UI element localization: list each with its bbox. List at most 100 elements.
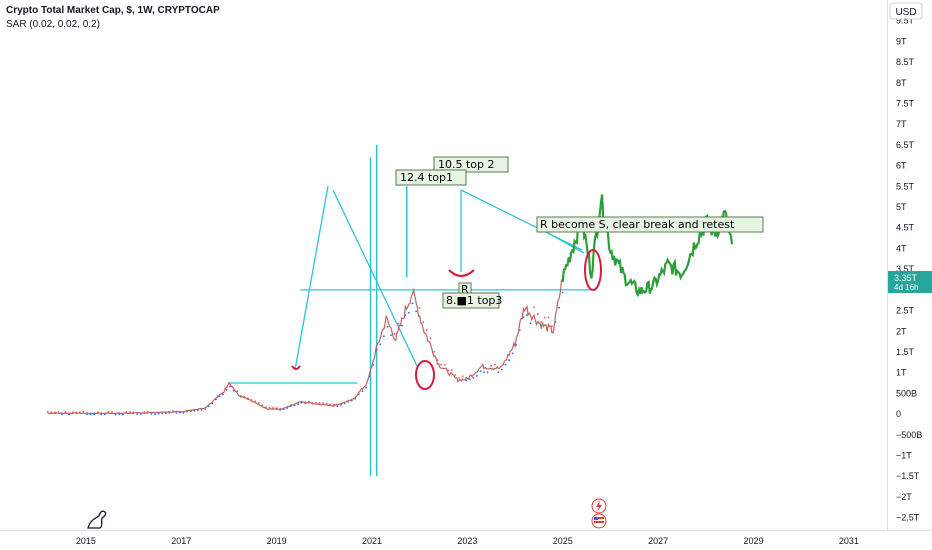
sar-dot: [390, 334, 392, 336]
sar-dot: [325, 402, 328, 405]
sar-dot: [322, 402, 324, 404]
sar-dot: [383, 335, 385, 338]
dinosaur-logo-icon: [87, 510, 107, 529]
trend-drawings[interactable]: [228, 144, 597, 477]
price-tick-label: 500B: [896, 388, 917, 398]
sar-dot: [329, 403, 332, 406]
sar-dot: [558, 306, 560, 309]
trend-line[interactable]: [332, 189, 419, 369]
sar-dot: [461, 375, 464, 378]
sar-dot: [107, 411, 110, 413]
lightning-event-icon[interactable]: [591, 498, 607, 514]
price-tick-label: −1.5T: [896, 471, 920, 481]
sar-dot: [508, 359, 510, 362]
sar-dot: [340, 404, 342, 406]
projected-price-line: [561, 194, 734, 298]
sar-dot: [68, 413, 70, 416]
sar-dot: [454, 374, 457, 376]
sar-dot: [175, 412, 178, 414]
price-tick-label: 1T: [896, 368, 907, 378]
price-tick-label: 9.5T: [896, 16, 915, 26]
sar-dot: [497, 371, 500, 373]
sar-dot: [136, 413, 139, 415]
trend-line[interactable]: [294, 185, 329, 371]
red-markers: [291, 249, 602, 390]
price-tick-label: 2T: [896, 326, 907, 336]
note-r-break-text: R become S, clear break and retest: [540, 218, 735, 231]
time-tick-label: 2017: [171, 536, 191, 546]
sar-dot: [50, 411, 53, 414]
time-axis[interactable]: 2015 2017 2019 2021 2023 2025 2027 2029 2031: [76, 536, 859, 546]
note-top3[interactable]: 8.■1 top3: [442, 292, 502, 309]
price-tick-label: 6.5T: [896, 140, 915, 150]
sar-dot: [318, 402, 321, 405]
time-tick-label: 2021: [362, 536, 382, 546]
sar-dot: [479, 370, 482, 372]
price-tick-label: 4.5T: [896, 223, 915, 233]
historical-up-candles: [47, 279, 563, 414]
price-tick-label: 0: [896, 409, 901, 419]
price-tick-label: 4T: [896, 243, 907, 253]
sar-dot: [225, 388, 228, 391]
note-top1[interactable]: 12.4 top1: [395, 169, 467, 186]
sar-dot: [104, 413, 106, 416]
sar-dot: [386, 325, 389, 328]
sar-dot: [57, 411, 60, 413]
sar-dot: [336, 405, 339, 408]
time-tick-label: 2029: [743, 536, 763, 546]
chart-legend: Crypto Total Market Cap, $, 1W, CRYPTOCA…: [6, 4, 220, 32]
sar-dot: [400, 324, 403, 327]
sar-dot: [433, 350, 435, 353]
note-r-break[interactable]: R become S, clear break and retest: [536, 216, 764, 233]
sar-dot: [125, 411, 128, 413]
us-flag-event-icon[interactable]: [591, 513, 607, 529]
sar-dot: [64, 411, 67, 414]
top-smile-mark: [448, 269, 475, 278]
sar-dot: [397, 322, 400, 325]
sar-dot: [154, 413, 156, 415]
sar-dot: [182, 411, 185, 414]
sar-dot: [114, 413, 117, 416]
sar-dot: [393, 332, 396, 335]
sar-dot: [504, 363, 507, 366]
sar-dot: [93, 413, 96, 416]
currency-label: USD: [895, 7, 916, 18]
sar-dot: [164, 412, 167, 415]
note-top1-text: 12.4 top1: [400, 171, 453, 184]
price-tick-label: 5.5T: [896, 181, 915, 191]
sar-dot: [89, 413, 92, 416]
price-axis[interactable]: 9.5T 9T 8.5T 8T 7.5T 7T 6.5T 6T 5.5T 5T 4.5T 4T 3.5T…: [896, 16, 922, 523]
sar-dot: [529, 322, 532, 325]
sar-dot: [443, 364, 446, 366]
price-tick-label: 7.5T: [896, 99, 915, 109]
price-tick-label: 3.5T: [896, 264, 915, 274]
currency-button[interactable]: USD: [889, 2, 923, 20]
sar-dot: [361, 390, 364, 392]
last-price: 3.35T: [894, 273, 918, 283]
note-r-text: R: [461, 283, 469, 296]
note-top2-text: 10.5 top 2: [438, 158, 495, 171]
sar-dot: [46, 411, 49, 413]
sar-dot: [111, 411, 113, 413]
sar-dot: [379, 343, 382, 346]
sar-dot: [307, 400, 310, 403]
price-tick-label: −1T: [896, 450, 912, 460]
sar-dot: [536, 313, 539, 316]
time-tick-label: 2031: [839, 536, 859, 546]
time-tick-label: 2019: [267, 536, 287, 546]
sar-dot: [547, 316, 550, 319]
note-top2[interactable]: 10.5 top 2: [433, 156, 509, 173]
sar-dot: [411, 302, 414, 305]
sar-dot: [540, 321, 543, 323]
sar-dot: [408, 312, 410, 314]
sar-dot: [429, 337, 432, 340]
sar-dot: [476, 374, 478, 377]
price-tick-label: 6T: [896, 161, 907, 171]
sar-dot: [257, 402, 260, 404]
plot-area[interactable]: [46, 144, 734, 477]
price-tick-label: −2.5T: [896, 513, 920, 523]
sar-dot: [82, 410, 85, 413]
time-tick-label: 2023: [457, 536, 477, 546]
breakout-circle: [415, 360, 435, 390]
